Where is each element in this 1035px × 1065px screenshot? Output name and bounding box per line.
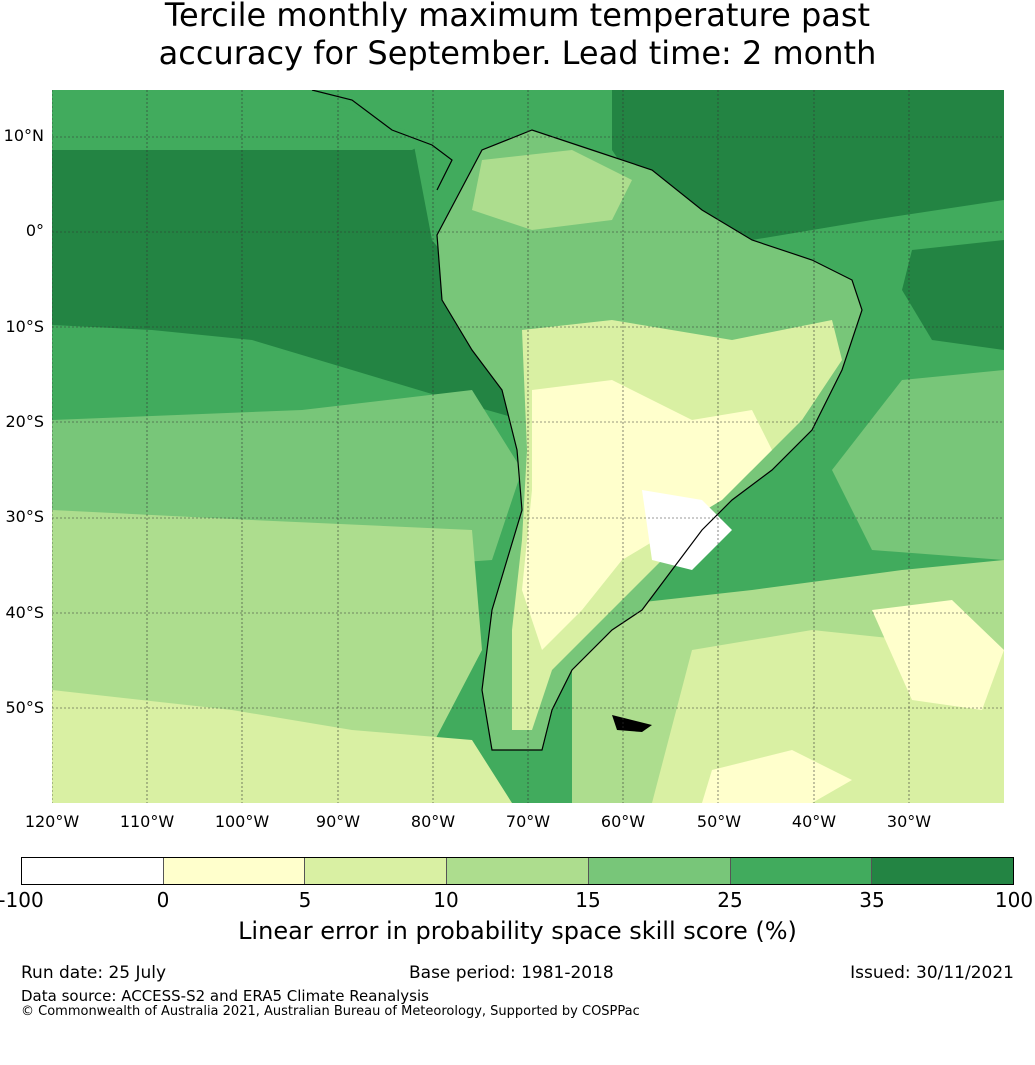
colorbar-segment-3 (305, 858, 448, 884)
skill-score-map (52, 90, 1004, 803)
title-line-1: Tercile monthly maximum temperature past (164, 0, 871, 34)
lat-label-10s: 10°S (5, 317, 44, 336)
graticule (52, 90, 1004, 803)
lon-label-50w: 50°W (696, 812, 742, 831)
colorbar-tick-1: 0 (156, 888, 170, 912)
colorbar-segment-1 (22, 858, 164, 884)
colorbar-tick-6: 35 (859, 888, 885, 912)
colorbar-tick-7: 100 (994, 888, 1034, 912)
lon-label-120w: 120°W (24, 812, 80, 831)
colorbar-tick-0: -100 (0, 888, 44, 912)
pacific-far-south-region (52, 690, 512, 803)
map-title: Tercile monthly maximum temperature past… (0, 0, 1035, 72)
lon-label-110w: 110°W (119, 812, 175, 831)
lon-label-100w: 100°W (214, 812, 270, 831)
lat-label-10n: 10°N (3, 126, 44, 145)
dark-pacific-region (52, 135, 522, 420)
lon-label-60w: 60°W (600, 812, 646, 831)
map-area (52, 90, 1004, 803)
atlantic-light-patch (872, 600, 1004, 710)
dark-atlantic-north (612, 90, 1004, 240)
colorbar-segment-7 (872, 858, 1014, 884)
dark-atlantic-east (902, 240, 1004, 350)
north-land-light (472, 150, 632, 230)
atlantic-mid-region (832, 370, 1004, 560)
colorbar-label: Linear error in probability space skill … (238, 917, 797, 945)
land-white-patch (642, 490, 732, 570)
lon-label-90w: 90°W (315, 812, 361, 831)
lat-label-40s: 40°S (5, 603, 44, 622)
lat-label-20s: 20°S (5, 412, 44, 431)
base-period: Base period: 1981-2018 (409, 963, 614, 983)
colorbar-tick-4: 15 (575, 888, 601, 912)
lon-label-70w: 70°W (505, 812, 551, 831)
title-line-2: accuracy for September. Lead time: 2 mon… (158, 34, 877, 72)
lat-label-0: 0° (25, 221, 44, 240)
colorbar-tick-5: 25 (717, 888, 743, 912)
colorbar-segment-4 (447, 858, 589, 884)
lat-label-30s: 30°S (5, 507, 44, 526)
south-light-patch (702, 750, 852, 803)
lat-label-50s: 50°S (5, 698, 44, 717)
run-date: Run date: 25 July (21, 963, 167, 983)
data-source: Data source: ACCESS-S2 and ERA5 Climate … (21, 987, 429, 1005)
colorbar-segment-5 (588, 858, 731, 884)
colorbar-segment-2 (163, 858, 306, 884)
colorbar (21, 857, 1014, 885)
colorbar-tick-2: 5 (298, 888, 312, 912)
coastline (436, 129, 863, 751)
falkland-islands (612, 715, 652, 732)
colorbar-segment-6 (730, 858, 873, 884)
central-america-coast (311, 90, 453, 191)
lon-label-40w: 40°W (791, 812, 837, 831)
colorbar-tick-3: 10 (433, 888, 459, 912)
copyright: © Commonwealth of Australia 2021, Austra… (21, 1004, 640, 1019)
issued-date: Issued: 30/11/2021 (850, 963, 1014, 983)
lon-label-30w: 30°W (886, 812, 932, 831)
lon-label-80w: 80°W (410, 812, 456, 831)
